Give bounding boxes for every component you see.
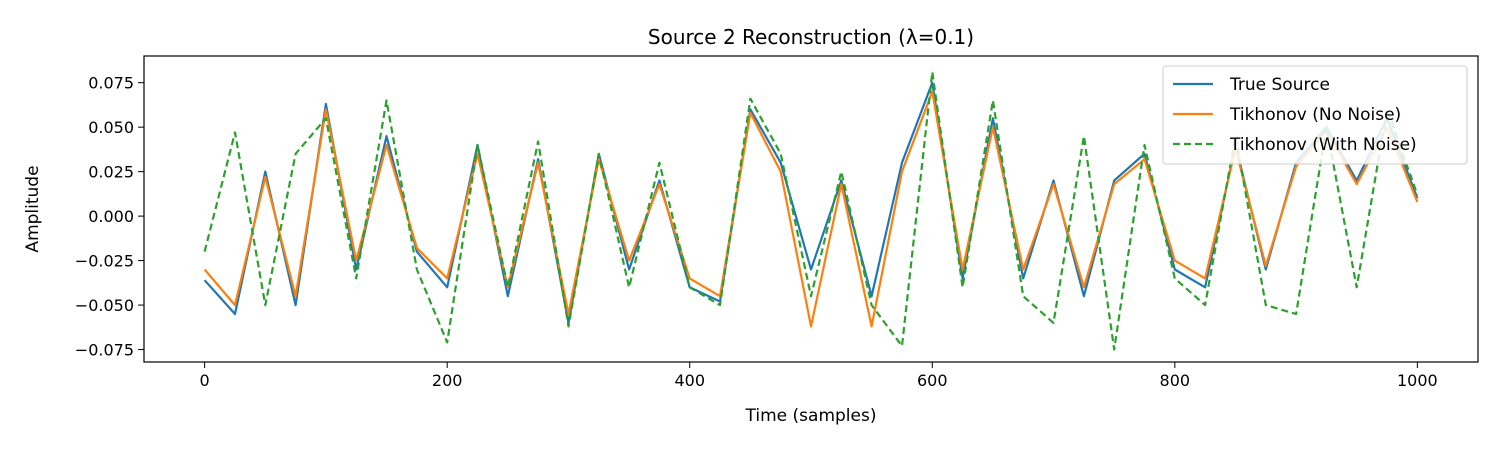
legend-label: Tikhonov (With Noise): [1229, 135, 1417, 155]
y-tick-label: −0.025: [75, 252, 134, 271]
series-layer: [203, 70, 1419, 351]
legend-box: [1162, 65, 1468, 165]
x-axis-title: Time (samples): [745, 406, 877, 426]
y-tick-label: −0.050: [75, 296, 134, 315]
y-axis: −0.075 −0.050 −0.025 0.000 0.025 0.050 0.075: [75, 74, 144, 360]
x-tick-label: 400: [674, 371, 705, 390]
y-tick-label: 0.075: [88, 74, 134, 93]
x-tick-label: 800: [1160, 371, 1191, 390]
y-axis-title: Amplitude: [23, 165, 43, 252]
chart-title: Source 2 Reconstruction (λ=0.1): [648, 25, 974, 49]
y-tick-label: 0.000: [88, 207, 134, 226]
legend-label: Tikhonov (No Noise): [1229, 105, 1401, 125]
x-tick-label: 600: [917, 371, 948, 390]
series-line-3: [203, 70, 1419, 351]
x-tick-label: 0: [200, 371, 210, 390]
legend: True Source Tikhonov (No Noise) Tikhonov (…: [1162, 65, 1468, 165]
y-tick-label: 0.025: [88, 163, 134, 182]
x-tick-label: 200: [432, 371, 463, 390]
x-tick-label: 1000: [1397, 371, 1438, 390]
x-axis: 0 200 400 600 800 1000: [200, 362, 1438, 390]
y-tick-label: 0.050: [88, 118, 134, 137]
plot-frame: [143, 55, 1479, 363]
y-tick-label: −0.075: [75, 341, 134, 360]
legend-label: True Source: [1229, 75, 1330, 95]
